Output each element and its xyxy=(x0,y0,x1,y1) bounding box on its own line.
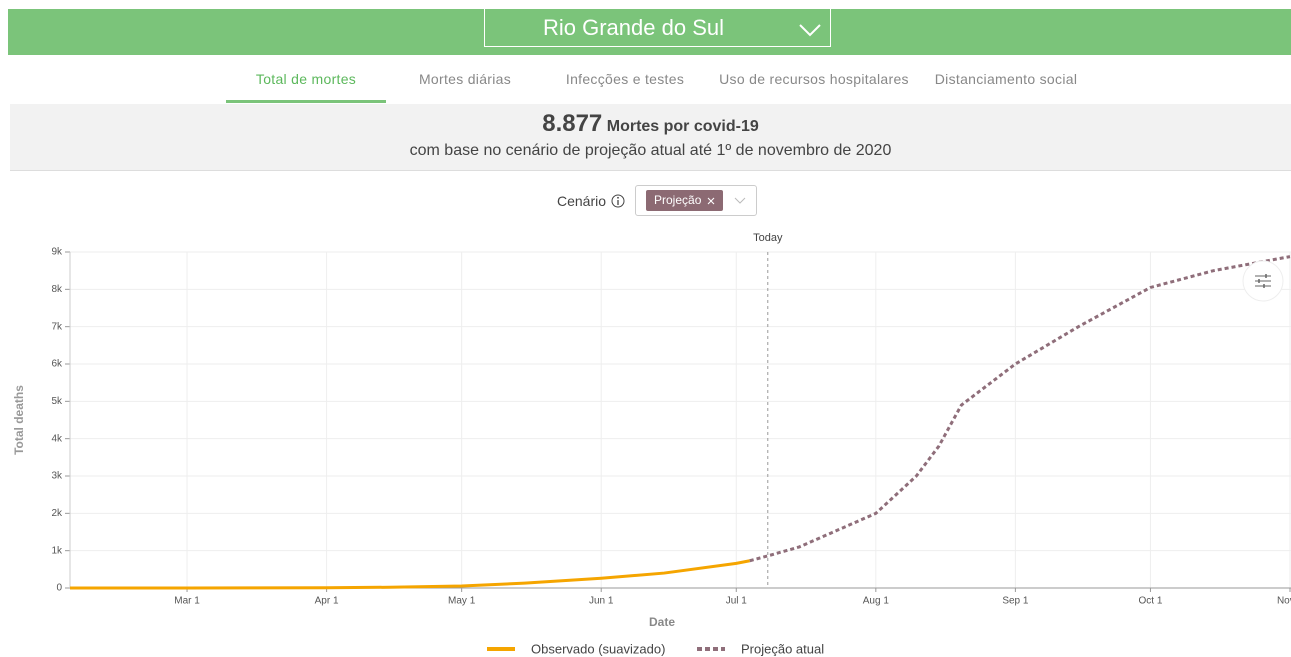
region-select[interactable]: Rio Grande do Sul xyxy=(484,9,831,47)
summary-subtitle: com base no cenário de projeção atual at… xyxy=(409,142,892,159)
y-tick-label: 1k xyxy=(51,545,63,556)
tab[interactable]: Infecções e testes xyxy=(565,71,685,87)
x-tick-label: Sep 1 xyxy=(1002,596,1029,607)
chevron xyxy=(799,24,821,37)
scenario-text: Cenário xyxy=(557,193,607,209)
x-tick-label: Oct 1 xyxy=(1138,596,1162,607)
x-tick-label: Aug 1 xyxy=(863,596,890,607)
x-tick-label: May 1 xyxy=(448,596,476,607)
tab[interactable]: Mortes diárias xyxy=(418,71,512,87)
y-tick-label: 3k xyxy=(51,471,63,482)
select-chevron xyxy=(734,197,746,204)
series-line xyxy=(70,559,751,590)
y-tick-label: 9k xyxy=(51,247,63,258)
legend-label: Observado (suavizado) xyxy=(531,641,665,656)
tab[interactable]: Total de mortes xyxy=(255,71,357,87)
info-icon[interactable] xyxy=(611,194,625,208)
y-tick-label: 4k xyxy=(51,433,63,444)
summary: 8.877 Mortes por covid-19 com base no ce… xyxy=(10,104,1291,171)
x-tick-label: Mar 1 xyxy=(174,596,200,607)
y-axis-label: Total deaths xyxy=(12,385,26,455)
x-tick-label: Jun 1 xyxy=(589,596,614,607)
scenario-chip[interactable]: Projeção xyxy=(646,190,723,211)
legend-label: Projeção atual xyxy=(741,641,824,656)
scenario-label: Cenário xyxy=(557,193,606,209)
x-tick-label: Apr 1 xyxy=(315,596,339,607)
tab[interactable]: Uso de recursos hospitalares xyxy=(719,71,909,87)
tab-underline xyxy=(226,100,386,103)
y-tick-label: 5k xyxy=(51,396,63,407)
death-unit: Mortes por covid-19 xyxy=(606,118,759,135)
annotation: Today xyxy=(753,232,783,244)
y-tick-label: 7k xyxy=(51,321,63,332)
header-bar xyxy=(8,9,1291,55)
scenario-select[interactable] xyxy=(635,185,757,216)
y-tick-label: 6k xyxy=(51,359,63,370)
tab[interactable]: Distanciamento social xyxy=(934,71,1078,87)
settings-button[interactable] xyxy=(1242,260,1284,302)
chip-text: Projeção xyxy=(654,193,702,207)
region-name: Rio Grande do Sul xyxy=(543,15,724,40)
x-axis-label: Date xyxy=(649,615,675,629)
y-tick-label: 8k xyxy=(51,284,63,295)
x-tick-label: Nov 1 xyxy=(1277,596,1291,607)
chip-close[interactable] xyxy=(707,197,715,205)
x-tick-label: Jul 1 xyxy=(726,596,748,607)
y-tick-label: 2k xyxy=(51,508,63,519)
death-count: 8.877 xyxy=(542,110,603,137)
y-tick-label: 0 xyxy=(56,583,62,594)
series-line xyxy=(749,255,1291,563)
